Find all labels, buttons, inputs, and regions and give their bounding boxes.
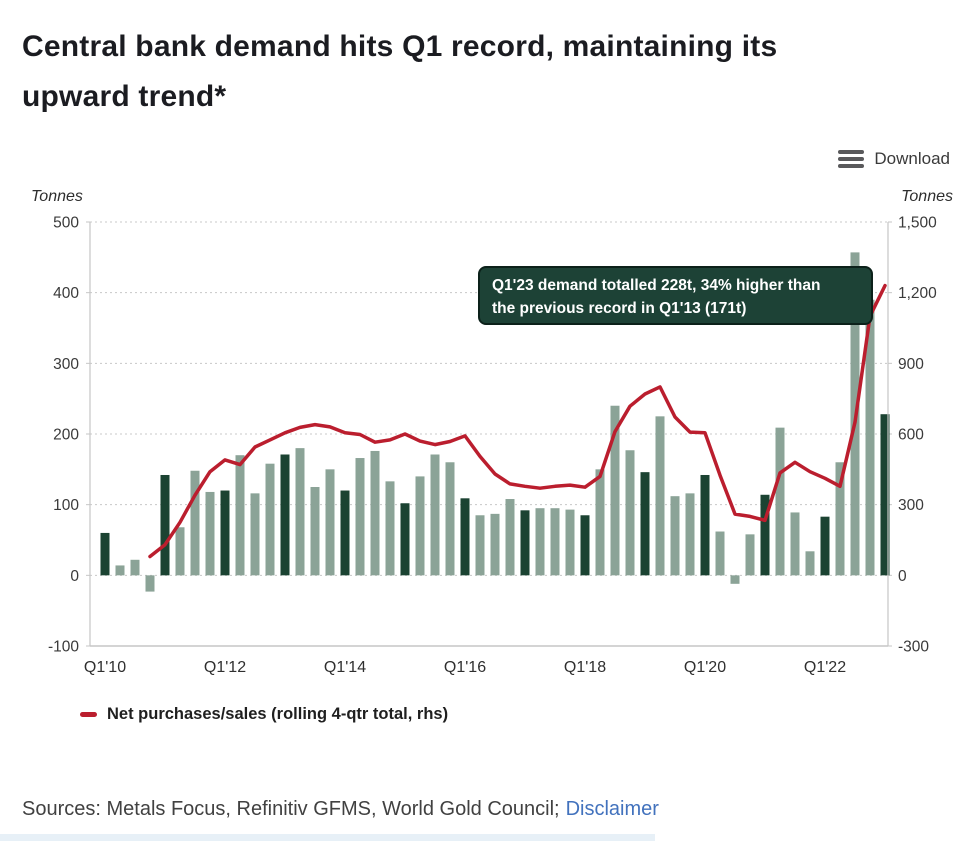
bar-Q1'16[interactable] xyxy=(460,498,470,576)
bar-Q1'15[interactable] xyxy=(400,503,410,576)
bar-Q4'11[interactable] xyxy=(205,491,215,576)
bar-Q3'11[interactable] xyxy=(190,470,200,576)
bar-Q3'17[interactable] xyxy=(550,508,560,576)
x-axis-label: Q1'14 xyxy=(324,659,366,676)
left-axis-title: Tonnes xyxy=(31,188,83,205)
bar-Q1'19[interactable] xyxy=(640,472,650,576)
legend-label: Net purchases/sales (rolling 4-qtr total… xyxy=(107,705,449,723)
chart-tooltip: Q1'23 demand totalled 228t, 34% higher t… xyxy=(478,266,873,325)
bar-Q4'17[interactable] xyxy=(565,509,575,576)
bar-Q2'21[interactable] xyxy=(775,427,785,576)
right-axis-label: 600 xyxy=(898,427,924,444)
hamburger-menu-icon xyxy=(838,150,865,168)
bar-Q2'15[interactable] xyxy=(415,476,425,576)
legend-line-swatch xyxy=(80,712,97,717)
bar-Q2'20[interactable] xyxy=(715,531,725,576)
bar-Q2'14[interactable] xyxy=(355,458,365,576)
left-axis-label: 200 xyxy=(53,427,79,444)
download-button[interactable]: Download xyxy=(838,149,950,169)
bar-Q3'18[interactable] xyxy=(610,405,620,576)
disclaimer-link[interactable]: Disclaimer xyxy=(565,798,659,820)
bar-Q4'13[interactable] xyxy=(325,469,335,576)
chart-legend[interactable]: Net purchases/sales (rolling 4-qtr total… xyxy=(80,705,448,724)
bottom-strip xyxy=(0,834,655,841)
bar-Q2'17[interactable] xyxy=(535,508,545,576)
sources-line: Sources: Metals Focus, Refinitiv GFMS, W… xyxy=(22,798,659,821)
bar-Q1'20[interactable] xyxy=(700,474,710,576)
x-axis-label: Q1'10 xyxy=(84,659,126,676)
left-axis-label: 0 xyxy=(70,568,79,585)
bar-Q1'11[interactable] xyxy=(160,474,170,576)
bar-Q2'12[interactable] xyxy=(235,455,245,576)
bar-Q4'16[interactable] xyxy=(505,499,515,576)
right-axis-label: 900 xyxy=(898,356,924,373)
bar-Q4'19[interactable] xyxy=(685,493,695,576)
left-axis-label: 400 xyxy=(53,285,79,302)
bar-Q4'14[interactable] xyxy=(385,481,395,576)
bar-Q4'12[interactable] xyxy=(265,463,275,576)
bar-Q1'18[interactable] xyxy=(580,515,590,576)
bar-Q4'21[interactable] xyxy=(805,551,815,576)
right-axis-label: 1,200 xyxy=(898,285,937,302)
page-title: Central bank demand hits Q1 record, main… xyxy=(22,22,922,122)
left-axis-label: 500 xyxy=(53,215,79,232)
bar-Q3'14[interactable] xyxy=(370,450,380,576)
bar-Q1'17[interactable] xyxy=(520,510,530,576)
bar-Q1'10[interactable] xyxy=(100,532,110,576)
left-axis-label: 100 xyxy=(53,497,79,514)
bar-Q2'22[interactable] xyxy=(835,462,845,576)
bar-Q4'18[interactable] xyxy=(625,450,635,576)
x-axis-label: Q1'16 xyxy=(444,659,486,676)
bar-Q1'21[interactable] xyxy=(760,494,770,576)
bar-Q4'15[interactable] xyxy=(445,462,455,576)
left-axis-label: -100 xyxy=(48,639,79,656)
right-axis-label: 300 xyxy=(898,497,924,514)
bar-Q2'11[interactable] xyxy=(175,527,185,576)
bar-Q2'19[interactable] xyxy=(655,416,665,576)
right-axis-label: 0 xyxy=(898,568,907,585)
bar-Q2'10[interactable] xyxy=(115,565,125,576)
right-axis-label: -300 xyxy=(898,639,929,656)
bar-Q2'13[interactable] xyxy=(295,448,305,576)
x-axis-label: Q1'12 xyxy=(204,659,246,676)
left-axis-label: 300 xyxy=(53,356,79,373)
bar-Q1'23[interactable] xyxy=(880,414,890,576)
x-axis-label: Q1'20 xyxy=(684,659,726,676)
bar-Q2'18[interactable] xyxy=(595,469,605,576)
bar-Q1'12[interactable] xyxy=(220,490,230,576)
bar-Q3'10[interactable] xyxy=(130,559,140,576)
tooltip-line1: Q1'23 demand totalled 228t, 34% higher t… xyxy=(492,277,821,294)
page-title-line2: upward trend* xyxy=(22,80,227,113)
x-axis-label: Q1'18 xyxy=(564,659,606,676)
central-bank-demand-chart: 500 1,500 400 1,200 300 900 200 600 100 300 0 0 -100… xyxy=(48,215,937,677)
bar-Q3'16[interactable] xyxy=(490,513,500,576)
bar-Q1'13[interactable] xyxy=(280,454,290,576)
sources-text: Sources: Metals Focus, Refinitiv GFMS, W… xyxy=(22,798,560,820)
right-axis-title: Tonnes xyxy=(901,188,953,205)
bar-Q2'16[interactable] xyxy=(475,515,485,576)
bar-Q4'20[interactable] xyxy=(745,534,755,576)
bar-Q3'19[interactable] xyxy=(670,496,680,576)
x-axis-label: Q1'22 xyxy=(804,659,846,676)
right-axis-label: 1,500 xyxy=(898,215,937,232)
bar-Q3'21[interactable] xyxy=(790,512,800,576)
bar-Q3'13[interactable] xyxy=(310,487,320,576)
bar-Q3'20[interactable] xyxy=(730,575,740,584)
bar-Q3'12[interactable] xyxy=(250,493,260,576)
bar-Q4'22[interactable] xyxy=(865,299,875,576)
tooltip-line2: the previous record in Q1'13 (171t) xyxy=(492,300,747,317)
page-title-line1: Central bank demand hits Q1 record, main… xyxy=(22,30,778,63)
bar-Q3'15[interactable] xyxy=(430,454,440,576)
rolling-total-line xyxy=(148,283,887,559)
bar-Q1'22[interactable] xyxy=(820,516,830,576)
download-label: Download xyxy=(874,149,950,168)
bar-Q1'14[interactable] xyxy=(340,490,350,576)
bar-Q4'10[interactable] xyxy=(145,575,155,592)
